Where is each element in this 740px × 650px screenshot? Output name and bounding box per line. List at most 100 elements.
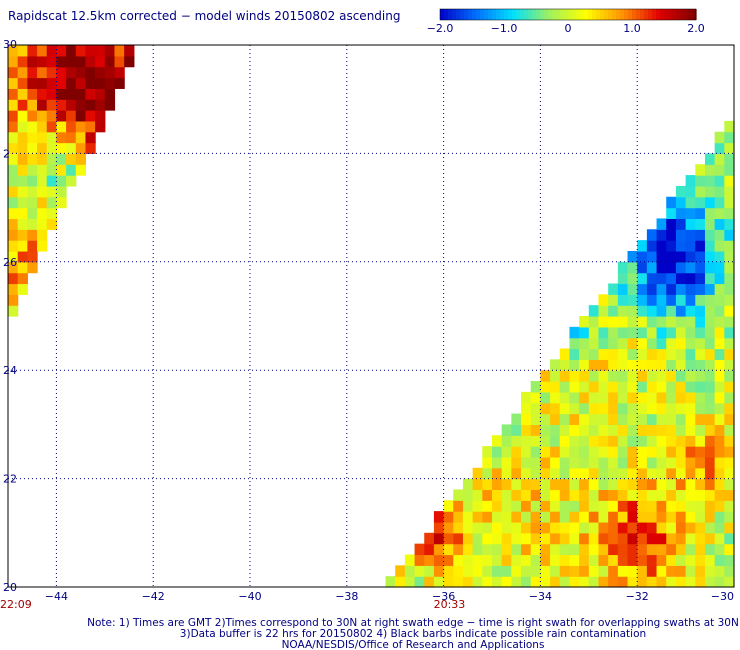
heatmap-cell xyxy=(666,370,677,382)
heatmap-cell xyxy=(598,337,609,350)
heatmap-cell xyxy=(95,55,106,68)
heatmap-cell xyxy=(695,381,706,393)
heatmap-cell xyxy=(617,489,629,501)
heatmap-cell xyxy=(588,532,600,545)
heatmap-cell xyxy=(724,305,735,317)
heatmap-cell xyxy=(675,391,687,404)
heatmap-cell xyxy=(637,511,648,523)
heatmap-cell xyxy=(675,478,687,491)
heatmap-cell xyxy=(521,435,532,447)
heatmap-cell xyxy=(462,521,474,534)
heatmap-cell xyxy=(588,554,600,566)
heatmap-cell xyxy=(666,456,677,469)
heatmap-cell xyxy=(569,381,580,393)
heatmap-cell xyxy=(559,554,571,566)
heatmap-cell xyxy=(511,543,522,556)
heatmap-cell xyxy=(617,381,629,393)
heatmap-cell xyxy=(443,554,454,566)
heatmap-cell xyxy=(724,261,735,274)
heatmap-cell xyxy=(617,261,629,274)
heatmap-cell xyxy=(37,131,48,144)
heatmap-cell xyxy=(685,489,696,501)
heatmap-cell xyxy=(530,489,541,501)
colorbar-swatch xyxy=(592,9,597,20)
heatmap-cell xyxy=(666,435,677,447)
heatmap-cell xyxy=(724,196,735,209)
heatmap-cell xyxy=(617,500,629,512)
heatmap-cell xyxy=(501,435,512,447)
heatmap-cell xyxy=(124,45,135,57)
x-tick-label: −32 xyxy=(626,590,649,603)
heatmap-cell xyxy=(637,261,648,274)
heatmap-cell xyxy=(675,489,687,501)
heatmap-cell xyxy=(714,272,725,285)
heatmap-cell xyxy=(627,489,638,501)
heatmap-cell xyxy=(46,185,57,198)
heatmap-cell xyxy=(704,175,716,187)
heatmap-cell xyxy=(695,261,706,274)
heatmap-cell xyxy=(433,511,445,523)
colorbar-swatch xyxy=(584,9,589,20)
heatmap-cell xyxy=(704,543,716,556)
heatmap-cell xyxy=(453,554,464,566)
heatmap-cell xyxy=(704,359,716,371)
colorbar-swatch xyxy=(680,9,685,20)
heatmap-cell xyxy=(704,489,716,501)
heatmap-cell xyxy=(656,500,667,512)
heatmap-cell xyxy=(482,456,493,469)
heatmap-cell xyxy=(695,348,706,360)
heatmap-cell xyxy=(559,467,571,480)
heatmap-cell xyxy=(617,435,629,447)
heatmap-cell xyxy=(714,153,725,165)
heatmap-cell xyxy=(724,435,735,447)
heatmap-cell xyxy=(627,435,638,447)
heatmap-cell xyxy=(550,446,561,458)
heatmap-cell xyxy=(46,66,57,79)
heatmap-cell xyxy=(695,456,706,469)
heatmap-cell xyxy=(666,413,677,425)
heatmap-cell xyxy=(646,250,658,263)
colorbar-swatch xyxy=(616,9,621,20)
heatmap-cell xyxy=(521,500,532,512)
heatmap-cell xyxy=(666,424,677,436)
heatmap-cell xyxy=(27,131,38,144)
colorbar-swatch xyxy=(456,9,461,20)
colorbar-swatch xyxy=(460,9,465,20)
colorbar-swatch xyxy=(652,9,657,20)
heatmap-cell xyxy=(666,337,677,350)
heatmap-cell xyxy=(637,456,648,469)
heatmap-cell xyxy=(46,153,57,165)
heatmap-cell xyxy=(75,99,87,111)
heatmap-cell xyxy=(530,467,541,480)
heatmap-cell xyxy=(656,478,667,491)
heatmap-cell xyxy=(46,142,57,154)
colorbar-swatch xyxy=(448,9,453,20)
plot-frame xyxy=(7,44,735,588)
heatmap-cell xyxy=(685,576,696,588)
heatmap-cell xyxy=(685,207,696,220)
heatmap-cell xyxy=(569,478,580,491)
heatmap-cell xyxy=(617,370,629,382)
heatmap-cell xyxy=(37,185,48,198)
heatmap-cell xyxy=(433,521,445,534)
heatmap-cell xyxy=(114,66,125,79)
heatmap-cell xyxy=(569,554,580,566)
x-tick-label: −34 xyxy=(529,590,552,603)
heatmap-cell xyxy=(637,359,648,371)
heatmap-cell xyxy=(521,554,532,566)
heatmap-cell xyxy=(637,543,648,556)
heatmap-cell xyxy=(550,511,561,523)
heatmap-cell xyxy=(666,543,677,556)
heatmap-cell xyxy=(637,467,648,480)
heatmap-cell xyxy=(27,250,38,263)
heatmap-cell xyxy=(637,424,648,436)
heatmap-cell xyxy=(8,283,19,295)
heatmap-cell xyxy=(511,489,522,501)
heatmap-cell xyxy=(395,576,406,588)
heatmap-cell xyxy=(424,576,435,588)
colorbar-swatch xyxy=(628,9,633,20)
heatmap-cell xyxy=(27,99,38,111)
heatmap-cell xyxy=(56,131,67,144)
heatmap-cell xyxy=(646,283,658,295)
heatmap-cell xyxy=(66,110,77,122)
